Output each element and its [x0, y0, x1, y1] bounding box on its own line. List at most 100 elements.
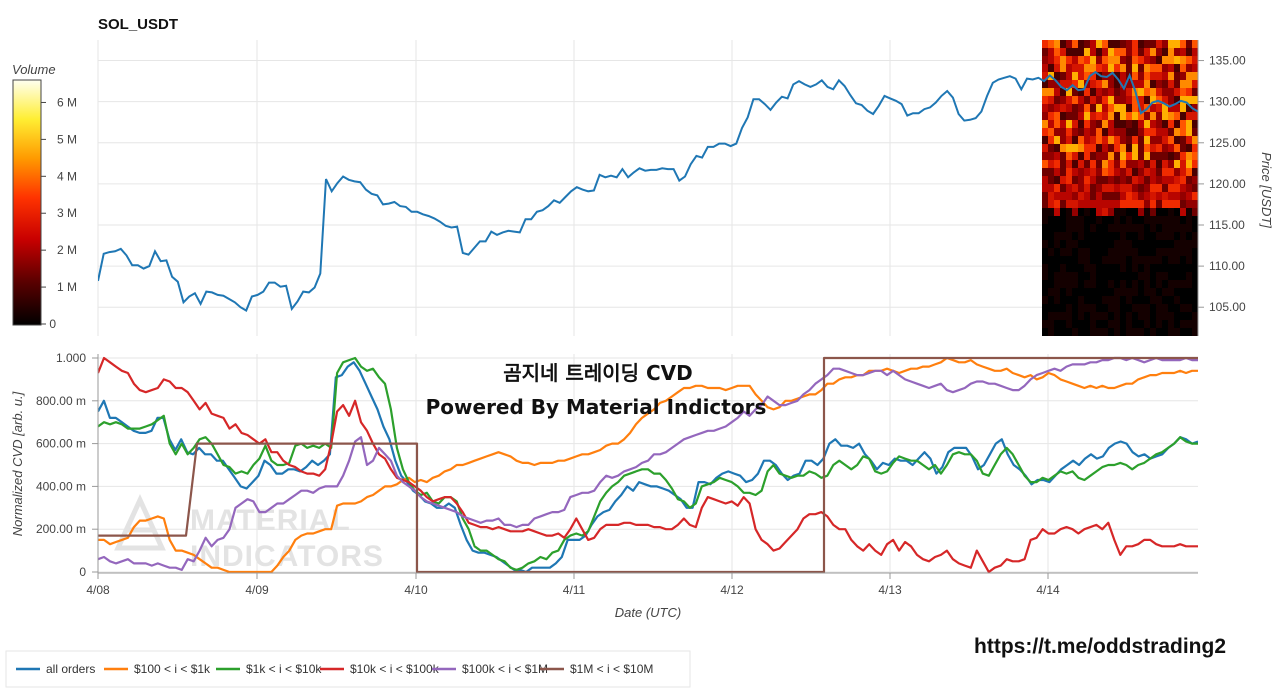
- heatmap-cell: [1066, 128, 1073, 137]
- heatmap-cell: [1192, 272, 1198, 281]
- heatmap-cell: [1060, 176, 1067, 185]
- price-axis-label: Price [USDT]: [1259, 152, 1274, 228]
- heatmap-cell: [1060, 280, 1067, 289]
- telegram-url[interactable]: https://t.me/oddstrading2: [974, 635, 1226, 658]
- heatmap-cell: [1078, 144, 1085, 153]
- cvd-y-tick-label: 1.000: [56, 351, 86, 365]
- heatmap-cell: [1090, 296, 1097, 305]
- heatmap-cell: [1150, 296, 1157, 305]
- heatmap-cell: [1174, 312, 1181, 321]
- heatmap-cell: [1162, 296, 1169, 305]
- heatmap-cell: [1120, 168, 1127, 177]
- heatmap-cell: [1090, 216, 1097, 225]
- heatmap-cell: [1144, 272, 1151, 281]
- heatmap-cell: [1078, 48, 1085, 57]
- heatmap-cell: [1108, 280, 1115, 289]
- heatmap-cell: [1042, 232, 1049, 241]
- heatmap-cell: [1048, 64, 1055, 73]
- heatmap-cell: [1156, 304, 1163, 313]
- heatmap-cell: [1132, 128, 1139, 137]
- heatmap-cell: [1150, 272, 1157, 281]
- heatmap-cell: [1162, 152, 1169, 161]
- heatmap-cell: [1054, 48, 1061, 57]
- heatmap-cell: [1048, 200, 1055, 209]
- heatmap-cell: [1186, 144, 1193, 153]
- heatmap-cell: [1138, 128, 1145, 137]
- heatmap-cell: [1126, 192, 1133, 201]
- heatmap-cell: [1132, 312, 1139, 321]
- heatmap-cell: [1162, 264, 1169, 273]
- heatmap-cell: [1042, 216, 1049, 225]
- heatmap-cell: [1102, 128, 1109, 137]
- heatmap-cell: [1186, 184, 1193, 193]
- heatmap-cell: [1108, 96, 1115, 105]
- heatmap-cell: [1096, 56, 1103, 65]
- heatmap-cell: [1078, 272, 1085, 281]
- heatmap-cell: [1048, 272, 1055, 281]
- heatmap-cell: [1126, 128, 1133, 137]
- heatmap-cell: [1090, 248, 1097, 257]
- heatmap-cell: [1168, 168, 1175, 177]
- heatmap-cell: [1072, 248, 1079, 257]
- heatmap-cell: [1102, 48, 1109, 57]
- heatmap-cell: [1072, 72, 1079, 81]
- heatmap-cell: [1042, 96, 1049, 105]
- heatmap-cell: [1108, 192, 1115, 201]
- heatmap-cell: [1060, 248, 1067, 257]
- heatmap-cell: [1108, 160, 1115, 169]
- price-tick-label: 120.00: [1209, 177, 1246, 191]
- heatmap-cell: [1132, 72, 1139, 81]
- heatmap-cell: [1120, 328, 1127, 336]
- heatmap-cell: [1144, 296, 1151, 305]
- cvd-series-line-3: [98, 356, 1198, 573]
- heatmap-cell: [1126, 264, 1133, 273]
- heatmap-cell: [1168, 248, 1175, 257]
- cvd-series-line-4: [98, 356, 1198, 571]
- heatmap-cell: [1126, 272, 1133, 281]
- heatmap-cell: [1042, 272, 1049, 281]
- heatmap-cell: [1186, 320, 1193, 329]
- heatmap-cell: [1102, 272, 1109, 281]
- cvd-x-tick-label: 4/10: [404, 583, 428, 597]
- cvd-x-axis-label: Date (UTC): [615, 605, 681, 620]
- heatmap-cell: [1186, 168, 1193, 177]
- heatmap-cell: [1066, 104, 1073, 113]
- heatmap-cell: [1168, 256, 1175, 265]
- price-tick-label: 125.00: [1209, 136, 1246, 150]
- heatmap-cell: [1180, 272, 1187, 281]
- heatmap-cell: [1174, 232, 1181, 241]
- heatmap-cell: [1144, 264, 1151, 273]
- heatmap-cell: [1084, 224, 1091, 233]
- heatmap-cell: [1150, 88, 1157, 97]
- heatmap-cell: [1060, 184, 1067, 193]
- heatmap-cell: [1132, 152, 1139, 161]
- heatmap-cell: [1174, 256, 1181, 265]
- heatmap-cell: [1072, 176, 1079, 185]
- heatmap-cell: [1090, 64, 1097, 73]
- heatmap-cell: [1096, 128, 1103, 137]
- heatmap-cell: [1042, 72, 1049, 81]
- heatmap-cell: [1042, 224, 1049, 233]
- heatmap-cell: [1132, 144, 1139, 153]
- heatmap-cell: [1048, 232, 1055, 241]
- heatmap-cell: [1054, 88, 1061, 97]
- heatmap-cell: [1042, 192, 1049, 201]
- heatmap-cell: [1138, 200, 1145, 209]
- heatmap-cell: [1174, 264, 1181, 273]
- heatmap-cell: [1192, 240, 1198, 249]
- heatmap-cell: [1078, 296, 1085, 305]
- heatmap-cell: [1138, 296, 1145, 305]
- heatmap-cell: [1054, 232, 1061, 241]
- heatmap-cell: [1126, 328, 1133, 336]
- heatmap-cell: [1090, 176, 1097, 185]
- heatmap-cell: [1162, 64, 1169, 73]
- heatmap-cell: [1048, 136, 1055, 145]
- heatmap-cell: [1180, 48, 1187, 57]
- heatmap-cell: [1042, 64, 1049, 73]
- volume-colorbar: [12, 79, 42, 326]
- heatmap-cell: [1078, 176, 1085, 185]
- heatmap-cell: [1048, 312, 1055, 321]
- heatmap-cell: [1054, 240, 1061, 249]
- heatmap-cell: [1090, 160, 1097, 169]
- heatmap-cell: [1066, 168, 1073, 177]
